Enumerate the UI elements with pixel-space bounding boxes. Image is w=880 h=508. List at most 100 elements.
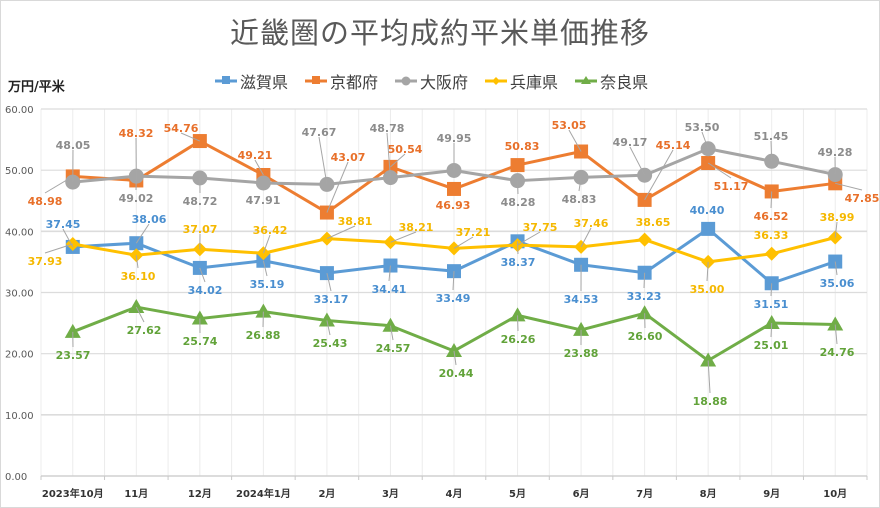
- leader-line: [452, 271, 455, 291]
- data-labels-series-1: 37.45 38.06 34.02 35.19 33.17 34.41 33.49 38.37…: [46, 204, 855, 311]
- data-labels-series-3: 48.05 49.02 48.72 47.91 47.67 48.78 49.95 48.28…: [56, 121, 853, 209]
- leader-line: [326, 272, 332, 292]
- legend-label: 兵庫県: [510, 73, 559, 92]
- data-label: 51.17: [714, 180, 749, 193]
- data-label: 47.91: [246, 194, 281, 207]
- data-label: 46.93: [436, 199, 471, 212]
- data-label: 38.06: [132, 213, 167, 226]
- data-label: 34.02: [188, 284, 223, 297]
- data-label: 48.28: [501, 196, 536, 209]
- data-label: 35.06: [820, 277, 855, 290]
- data-label: 34.41: [372, 283, 407, 296]
- leader-line: [326, 320, 331, 336]
- data-label: 38.99: [820, 211, 855, 224]
- data-label: 35.19: [250, 278, 285, 291]
- data-label: 25.01: [754, 339, 789, 352]
- data-label: 36.10: [121, 270, 156, 283]
- data-label: 37.07: [183, 223, 218, 236]
- data-label: 50.83: [505, 140, 540, 153]
- data-label: 33.17: [314, 293, 349, 306]
- x-tick-label: 8月: [700, 488, 717, 500]
- data-labels-series-5: 23.57 27.62 25.74 26.88 25.43 24.57 20.44 26.26…: [56, 306, 855, 408]
- leader-line: [262, 260, 268, 277]
- data-label: 43.07: [331, 151, 366, 164]
- data-labels-series-4: 37.93 36.10 37.07 36.42 38.81 38.21 37.21 37.75…: [28, 211, 855, 296]
- legend-item: 奈良県: [574, 69, 648, 93]
- data-label: 20.44: [439, 367, 474, 380]
- data-label: 33.49: [436, 292, 471, 305]
- data-label: 53.05: [552, 119, 587, 132]
- data-label: 23.88: [564, 347, 599, 360]
- data-label: 24.57: [376, 342, 411, 355]
- leader-line: [180, 132, 201, 142]
- leader-line: [770, 140, 773, 162]
- data-label: 46.52: [754, 210, 789, 223]
- leader-line: [453, 236, 474, 249]
- y-axis-unit-label: 万円/平米: [8, 80, 65, 95]
- legend-item: 京都府: [304, 69, 378, 93]
- leader-line: [701, 131, 709, 149]
- triangle-marker: [255, 303, 272, 318]
- x-tick-label: 7月: [636, 488, 653, 500]
- circle-marker: [255, 175, 271, 191]
- data-label: 48.78: [370, 122, 405, 135]
- x-tick-label: 3月: [382, 488, 399, 500]
- x-tick-label: 5月: [509, 488, 526, 500]
- y-tick-label: 0.00: [5, 472, 27, 483]
- x-tick-label: 6月: [573, 488, 590, 500]
- leader-line: [318, 136, 328, 185]
- data-label: 37.75: [523, 221, 558, 234]
- leader-line: [578, 177, 582, 192]
- data-label: 38.65: [636, 216, 671, 229]
- data-label: 26.60: [628, 330, 663, 343]
- leader-line: [326, 161, 349, 213]
- x-tick-label: 2024年1月: [236, 487, 291, 500]
- triangle-marker: [573, 321, 590, 336]
- y-tick-label: 50.00: [5, 166, 34, 177]
- triangle-marker: [509, 307, 526, 322]
- data-label: 48.32: [119, 127, 154, 140]
- square-marker: [447, 181, 461, 196]
- leader-line: [770, 322, 773, 338]
- data-label: 26.88: [246, 329, 281, 342]
- y-tick-label: 20.00: [5, 350, 34, 361]
- data-label: 37.21: [456, 226, 491, 239]
- data-label: 37.45: [46, 218, 81, 231]
- legend-label: 大阪府: [420, 73, 469, 92]
- data-label: 49.02: [119, 192, 154, 205]
- data-label: 33.23: [627, 290, 662, 303]
- legend-label: 滋賀県: [240, 73, 289, 92]
- x-tick-label: 2月: [318, 488, 335, 500]
- data-label: 18.88: [693, 395, 728, 408]
- y-tick-label: 10.00: [5, 411, 34, 422]
- data-label: 23.57: [56, 349, 91, 362]
- leader-line: [326, 225, 356, 240]
- chart-title: 近畿圏の平均成約平米単価推移: [229, 16, 650, 50]
- x-tick-label: 4月: [446, 488, 463, 500]
- square-marker: [510, 158, 525, 173]
- triangle-marker: [128, 299, 145, 314]
- leader-line: [453, 350, 457, 366]
- data-label: 48.72: [183, 195, 218, 208]
- data-label: 36.42: [253, 224, 288, 237]
- legend-label: 奈良県: [600, 73, 649, 92]
- triangle-marker: [700, 352, 717, 367]
- data-label: 27.62: [127, 324, 162, 337]
- data-label: 50.54: [388, 143, 423, 156]
- triangle-marker: [636, 305, 653, 320]
- diamond-legend-icon: [485, 77, 508, 85]
- data-label: 38.37: [501, 256, 536, 269]
- triangle-marker: [64, 323, 81, 338]
- legend-item: 大阪府: [394, 69, 468, 93]
- data-label: 31.51: [754, 298, 789, 311]
- data-label: 47.85: [845, 192, 880, 205]
- x-tick-label: 9月: [763, 488, 780, 500]
- leader-line: [262, 234, 271, 254]
- y-tick-label: 60.00: [5, 105, 34, 116]
- diamond-marker: [129, 248, 144, 263]
- data-label: 49.95: [437, 132, 472, 145]
- data-label: 37.93: [28, 255, 63, 268]
- data-label: 48.05: [56, 139, 91, 152]
- triangle-marker: [318, 312, 335, 327]
